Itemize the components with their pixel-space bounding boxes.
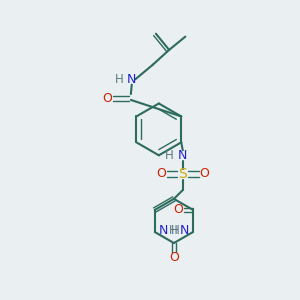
Text: H: H — [165, 149, 174, 162]
Text: O: O — [199, 167, 209, 180]
Text: O: O — [157, 167, 166, 180]
Text: H: H — [115, 73, 124, 86]
Text: N: N — [158, 224, 168, 237]
Text: O: O — [169, 251, 179, 264]
Text: H: H — [170, 224, 179, 237]
Text: O: O — [173, 203, 183, 216]
Text: N: N — [178, 149, 188, 162]
Text: S: S — [178, 167, 187, 181]
Text: N: N — [180, 224, 190, 237]
Text: O: O — [102, 92, 112, 105]
Text: N: N — [127, 73, 136, 86]
Text: H: H — [169, 224, 177, 237]
